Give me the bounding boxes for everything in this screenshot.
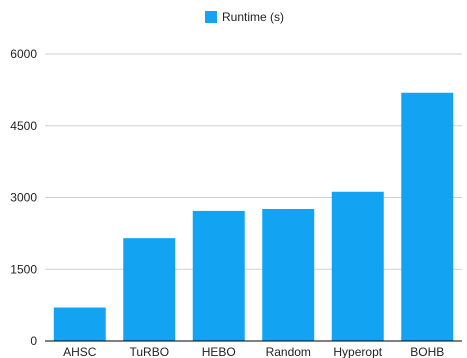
gridlines <box>45 53 462 270</box>
bar-random <box>262 208 315 341</box>
y-tick-label: 3000 <box>10 191 37 205</box>
y-tick-label: 0 <box>30 334 37 348</box>
x-axis-ticks: AHSC TuRBO HEBO Random Hyperopt BOHB <box>63 345 444 358</box>
x-tick-label: Hyperopt <box>333 345 382 358</box>
legend: Runtime (s) <box>205 10 284 24</box>
y-axis-ticks: 0 1500 3000 4500 6000 <box>10 47 37 348</box>
legend-swatch <box>205 11 217 23</box>
x-tick-label: HEBO <box>202 345 236 358</box>
x-tick-label: BOHB <box>410 345 444 358</box>
x-tick-label: TuRBO <box>129 345 169 358</box>
bar-hyperopt <box>331 191 384 341</box>
x-tick-label: Random <box>266 345 311 358</box>
y-tick-label: 4500 <box>10 119 37 133</box>
bars <box>53 92 454 342</box>
y-tick-label: 1500 <box>10 262 37 276</box>
bar-bohb <box>401 92 454 342</box>
legend-label: Runtime (s) <box>222 10 284 24</box>
bar-ahsc <box>53 307 106 341</box>
x-tick-label: AHSC <box>63 345 97 358</box>
bar-turbo <box>123 238 176 341</box>
bar-hebo <box>192 210 245 341</box>
y-tick-label: 6000 <box>10 47 37 61</box>
